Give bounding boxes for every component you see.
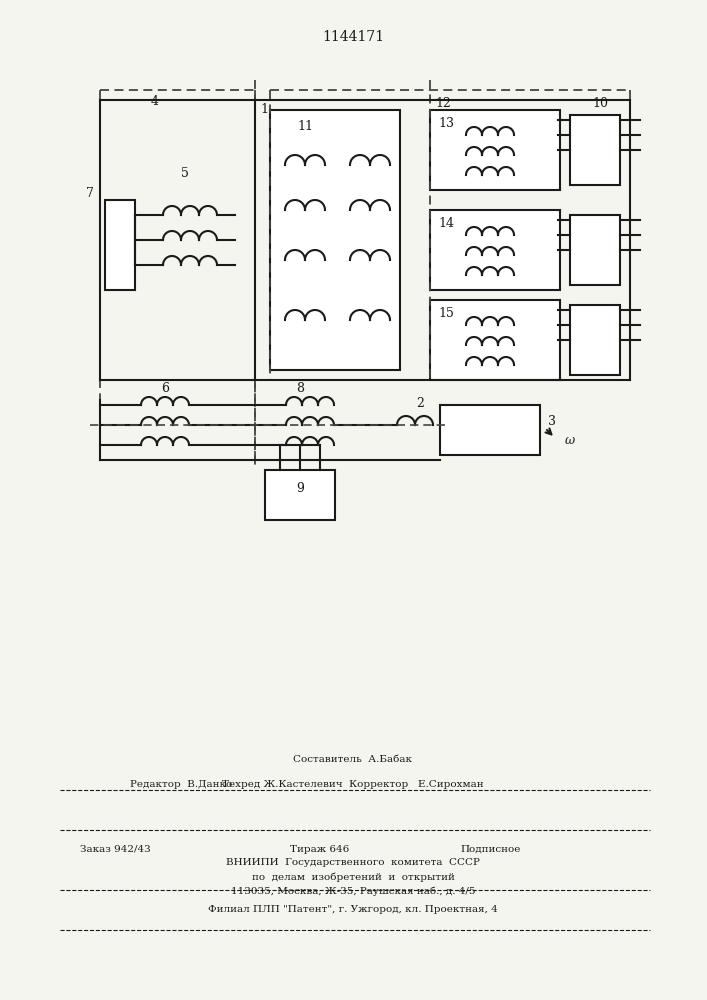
Text: 5: 5 [181, 167, 189, 180]
Text: 12: 12 [435, 97, 451, 110]
Text: 1: 1 [260, 103, 268, 116]
Bar [430, 110, 560, 190]
Text: 11: 11 [297, 120, 313, 133]
Text: Составитель  А.Бабак: Составитель А.Бабак [293, 755, 412, 764]
Text: Редактор  В.Данко: Редактор В.Данко [130, 780, 233, 789]
Text: ВНИИПИ  Государственного  комитета  СССР: ВНИИПИ Государственного комитета СССР [226, 858, 480, 867]
Text: Заказ 942/43: Заказ 942/43 [80, 845, 151, 854]
Bar [570, 115, 620, 185]
Text: Филиал ПЛП "Патент", г. Ужгород, кл. Проектная, 4: Филиал ПЛП "Патент", г. Ужгород, кл. Про… [208, 905, 498, 914]
Text: 4: 4 [151, 95, 159, 108]
Bar [440, 405, 540, 455]
Text: 1144171: 1144171 [322, 30, 384, 44]
Text: 15: 15 [438, 307, 454, 320]
Text: Подписное: Подписное [460, 845, 520, 854]
Bar [570, 305, 620, 375]
Bar [430, 210, 560, 290]
Text: 9: 9 [296, 482, 304, 495]
Text: по  делам  изобретений  и  открытий: по делам изобретений и открытий [252, 872, 455, 882]
Bar [270, 110, 400, 370]
Text: ω: ω [565, 434, 575, 446]
Text: 13: 13 [438, 117, 454, 130]
Text: 3: 3 [548, 415, 556, 428]
Text: Тираж 646: Тираж 646 [290, 845, 349, 854]
Text: 7: 7 [86, 187, 94, 200]
Text: 8: 8 [296, 382, 304, 395]
Bar [570, 215, 620, 285]
Bar [105, 200, 135, 290]
Text: 113035, Москва, Ж-35, Раушская наб., д. 4/5: 113035, Москва, Ж-35, Раушская наб., д. … [230, 886, 475, 896]
Text: 2: 2 [416, 397, 424, 410]
Bar [265, 470, 335, 520]
Text: 10: 10 [592, 97, 608, 110]
Text: 14: 14 [438, 217, 454, 230]
Text: Техред Ж.Кастелевич  Корректор   Е.Сирохман: Техред Ж.Кастелевич Корректор Е.Сирохман [222, 780, 484, 789]
Bar [430, 300, 560, 380]
Text: 6: 6 [161, 382, 169, 395]
